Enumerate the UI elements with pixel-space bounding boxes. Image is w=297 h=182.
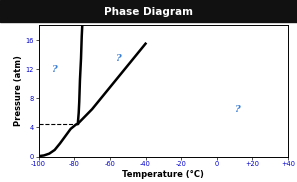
X-axis label: Temperature (°C): Temperature (°C) bbox=[122, 170, 204, 179]
Text: ?: ? bbox=[116, 54, 122, 63]
Text: Phase Diagram: Phase Diagram bbox=[104, 7, 193, 17]
Text: ?: ? bbox=[235, 105, 241, 114]
Text: ?: ? bbox=[52, 65, 58, 74]
Y-axis label: Pressure (atm): Pressure (atm) bbox=[14, 56, 23, 126]
